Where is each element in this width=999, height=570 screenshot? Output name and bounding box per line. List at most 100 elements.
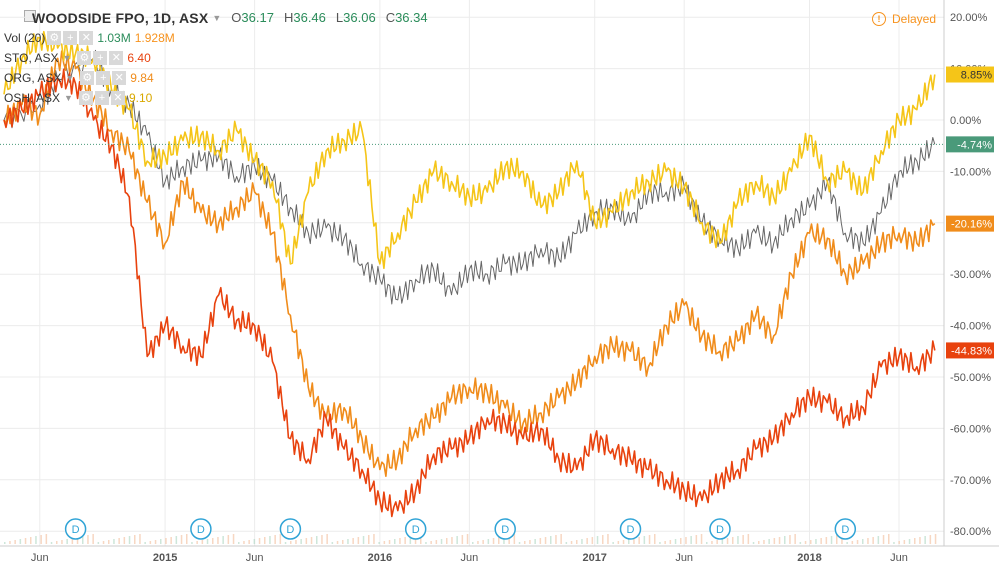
volume-bar: [435, 540, 438, 544]
volume-bar: [659, 542, 661, 544]
volume-bar: [732, 537, 734, 544]
legend-row-volume[interactable]: Vol (20) ⚙ + ✕ 1.03M 1.928M: [4, 28, 432, 48]
volume-bar: [664, 541, 666, 544]
volume-bar: [253, 539, 256, 544]
x-tick-label: 2015: [153, 552, 177, 564]
volume-bar: [446, 538, 448, 544]
volume-bar: [113, 539, 115, 544]
remove-icon[interactable]: ✕: [110, 91, 125, 105]
volume-bar: [102, 541, 105, 544]
dividend-marker-label: D: [286, 524, 294, 536]
format-icon[interactable]: +: [94, 91, 109, 105]
osh-value: 9.10: [128, 91, 153, 105]
volume-bar: [409, 536, 412, 544]
volume-bar: [908, 539, 911, 544]
ohlc-low-label: L: [335, 10, 344, 25]
volume-bar: [316, 536, 318, 544]
volume-bar: [674, 539, 677, 544]
volume-bar: [66, 539, 68, 544]
volume-bar: [747, 534, 750, 544]
remove-icon[interactable]: ✕: [79, 31, 94, 45]
settings-icon[interactable]: ⚙: [77, 51, 92, 65]
volume-bar: [97, 542, 100, 544]
volume-bar: [862, 539, 864, 544]
dividend-marker: [494, 518, 516, 540]
dividend-marker: [619, 518, 642, 540]
chart-menu-icon[interactable]: [24, 10, 36, 22]
volume-bar: [378, 542, 380, 544]
settings-icon[interactable]: ⚙: [78, 91, 93, 105]
volume-bar: [799, 542, 802, 544]
volume-bar: [742, 535, 744, 544]
volume-bar: [440, 539, 443, 544]
volume-bar: [550, 536, 552, 544]
volume-bar: [191, 542, 193, 544]
volume-bar: [721, 539, 724, 544]
volume-bar: [336, 541, 339, 544]
volume-bar: [851, 541, 854, 544]
volume-bar: [773, 538, 776, 544]
volume-bar: [212, 538, 214, 544]
end-label-bg: [946, 215, 994, 232]
legend-row-osh[interactable]: OSH, ASX ▼ ⚙ + ✕ 9.10: [4, 88, 432, 108]
symbol-title[interactable]: WOODSIDE FPO, 1D, ASX: [32, 10, 209, 26]
volume-bar: [768, 539, 770, 544]
dividend-marker-label: D: [412, 524, 420, 536]
volume-bar: [877, 536, 880, 544]
volume-bar: [669, 540, 672, 544]
volume-bar: [607, 534, 609, 544]
volume-bar: [19, 539, 22, 544]
volume-bar: [201, 540, 204, 544]
volume-bar: [508, 535, 510, 544]
volume-bar: [836, 535, 838, 544]
volume-bar: [50, 542, 53, 544]
volume-bar: [310, 537, 313, 544]
settings-icon[interactable]: ⚙: [47, 31, 62, 45]
legend-row-org[interactable]: ORG, ASX ▼ ⚙ + ✕ 9.84: [4, 68, 432, 88]
legend-row-sto[interactable]: STO, ASX ▼ ⚙ + ✕ 6.40: [4, 48, 432, 68]
volume-bar: [368, 535, 370, 544]
delayed-status[interactable]: ! Delayed: [872, 12, 936, 26]
format-icon[interactable]: +: [63, 31, 78, 45]
volume-bar: [61, 540, 63, 544]
volume-bar: [685, 537, 687, 544]
caret-down-icon[interactable]: ▼: [62, 53, 72, 63]
volume-bar: [628, 539, 630, 544]
volume-bar: [139, 534, 141, 544]
remove-icon[interactable]: ✕: [112, 71, 127, 85]
caret-down-icon[interactable]: ▼: [64, 93, 73, 103]
x-tick-label: Jun: [675, 552, 693, 564]
dividend-marker-label: D: [716, 524, 724, 536]
y-tick-label: -50.00%: [950, 372, 991, 384]
x-tick-label: Jun: [246, 552, 264, 564]
volume-bar: [128, 536, 131, 544]
volume-bar: [882, 535, 885, 544]
volume-bar: [92, 534, 94, 544]
caret-down-icon[interactable]: ▼: [212, 13, 222, 23]
volume-bar: [430, 541, 432, 544]
exclamation-icon: !: [872, 12, 886, 26]
volume-bar: [638, 537, 640, 544]
volume-bar: [752, 542, 755, 544]
volume-bar: [362, 536, 365, 544]
dividend-marker-label: D: [841, 524, 849, 536]
volume-bar: [9, 541, 11, 544]
format-icon[interactable]: +: [93, 51, 108, 65]
end-label-bg: [946, 66, 994, 83]
volume-bar: [232, 534, 235, 544]
volume-bar: [477, 541, 479, 544]
caret-down-icon[interactable]: ▼: [65, 73, 75, 83]
volume-bar: [576, 540, 578, 544]
format-icon[interactable]: +: [96, 71, 111, 85]
volume-bar: [290, 541, 292, 544]
settings-icon[interactable]: ⚙: [80, 71, 95, 85]
volume-bar: [45, 534, 48, 544]
volume-bar: [654, 534, 656, 544]
volume-bar: [700, 534, 703, 544]
remove-icon[interactable]: ✕: [109, 51, 124, 65]
volume-bar: [503, 536, 505, 544]
volume-bar: [586, 538, 588, 544]
